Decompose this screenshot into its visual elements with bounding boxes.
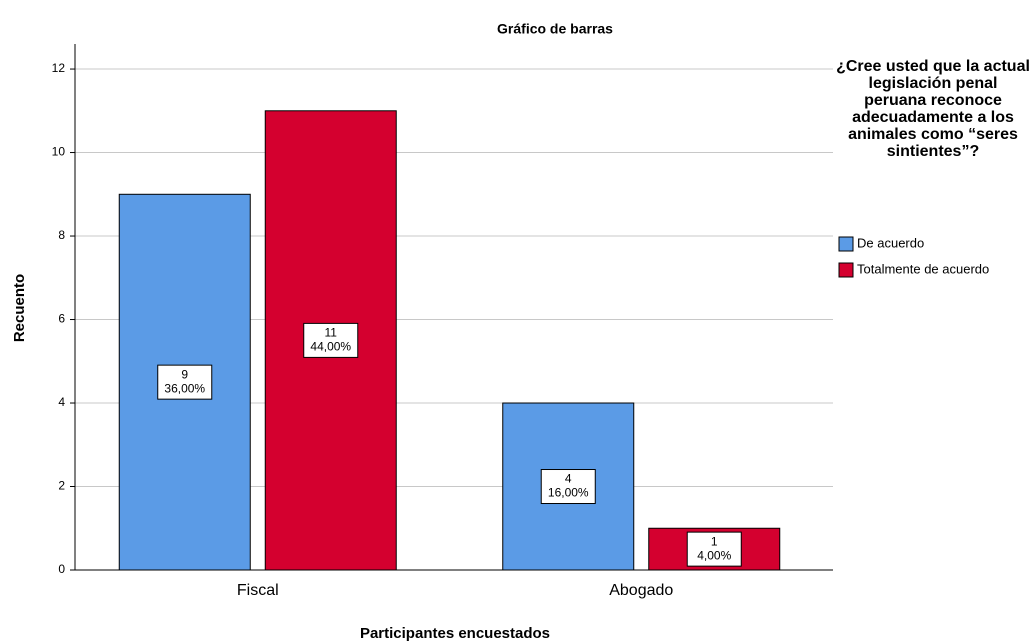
data-label-percent: 44,00%	[310, 340, 351, 354]
data-label-percent: 4,00%	[697, 548, 731, 562]
x-tick-label: Fiscal	[237, 582, 279, 599]
y-tick-label: 8	[58, 228, 65, 242]
chart-title: Gráfico de barras	[497, 21, 613, 37]
data-label-percent: 16,00%	[548, 486, 589, 500]
legend-swatch	[838, 236, 854, 252]
data-label: 1	[711, 534, 718, 548]
x-axis-label: Participantes encuestados	[360, 625, 550, 642]
data-label: 11	[325, 326, 338, 340]
legend-label: De acuerdo	[857, 235, 924, 250]
legend-swatch	[838, 262, 854, 278]
x-tick-label: Abogado	[609, 582, 673, 599]
data-label: 9	[181, 367, 188, 381]
data-label-box	[157, 364, 213, 400]
y-tick-label: 0	[58, 562, 65, 576]
y-tick-label: 2	[58, 479, 65, 493]
y-tick-label: 10	[52, 145, 66, 159]
y-tick-label: 4	[58, 395, 65, 409]
legend-label: Totalmente de acuerdo	[857, 261, 989, 276]
y-axis-label: Recuento	[11, 274, 28, 342]
data-label-percent: 36,00%	[164, 381, 205, 395]
data-label-box	[303, 322, 359, 358]
data-label-box	[686, 531, 742, 567]
data-label-box	[540, 469, 596, 505]
legend-title: ¿Cree usted que la actual legislación pe…	[836, 58, 1030, 160]
y-tick-label: 12	[52, 61, 66, 75]
y-tick-label: 6	[58, 312, 65, 326]
data-label: 4	[565, 472, 572, 486]
